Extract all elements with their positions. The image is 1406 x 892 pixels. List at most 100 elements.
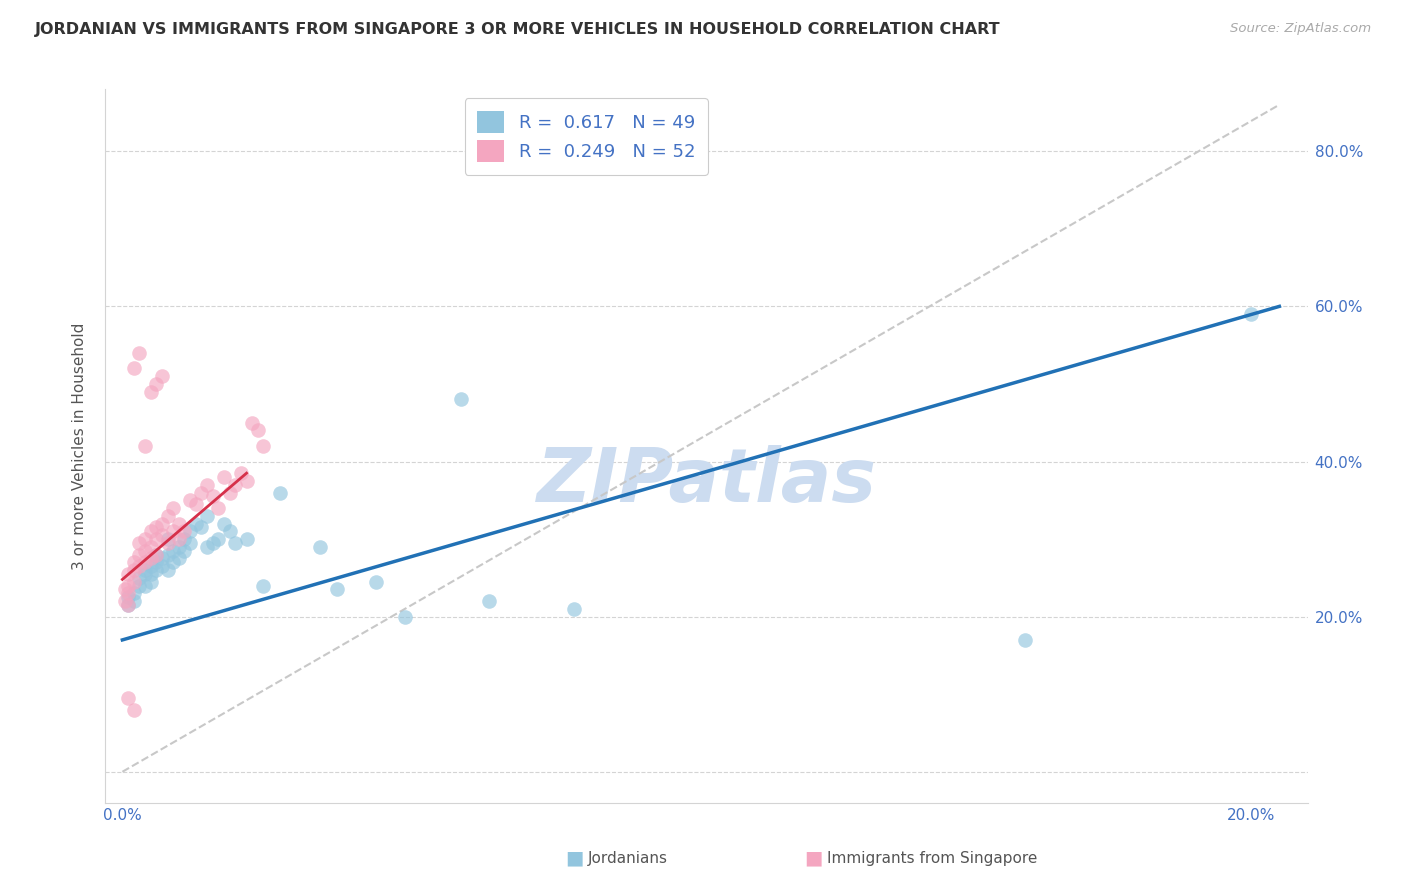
Point bbox=[207, 532, 229, 546]
Point bbox=[114, 582, 136, 597]
Point bbox=[252, 579, 274, 593]
Point bbox=[269, 485, 291, 500]
Point bbox=[128, 536, 150, 550]
Point bbox=[179, 493, 201, 508]
Point bbox=[134, 543, 156, 558]
Point bbox=[1014, 632, 1036, 647]
Point bbox=[145, 563, 167, 577]
Point bbox=[117, 586, 139, 600]
Point bbox=[212, 470, 235, 484]
Point bbox=[218, 524, 240, 539]
Point bbox=[201, 536, 224, 550]
Point bbox=[139, 559, 162, 574]
Text: ZIPatlas: ZIPatlas bbox=[537, 445, 876, 518]
Point bbox=[150, 528, 173, 542]
Point bbox=[150, 559, 173, 574]
Text: JORDANIAN VS IMMIGRANTS FROM SINGAPORE 3 OR MORE VEHICLES IN HOUSEHOLD CORRELATI: JORDANIAN VS IMMIGRANTS FROM SINGAPORE 3… bbox=[35, 22, 1001, 37]
Point bbox=[309, 540, 332, 554]
Text: Immigrants from Singapore: Immigrants from Singapore bbox=[827, 851, 1038, 865]
Point bbox=[128, 559, 150, 574]
Point bbox=[134, 566, 156, 581]
Point bbox=[122, 594, 145, 608]
Point bbox=[156, 563, 179, 577]
Point bbox=[450, 392, 472, 407]
Point bbox=[150, 551, 173, 566]
Point bbox=[122, 586, 145, 600]
Point bbox=[145, 555, 167, 569]
Point bbox=[190, 485, 212, 500]
Point bbox=[394, 609, 416, 624]
Point bbox=[122, 574, 145, 589]
Point bbox=[252, 439, 274, 453]
Point bbox=[139, 574, 162, 589]
Point bbox=[117, 579, 139, 593]
Point bbox=[195, 508, 218, 523]
Point bbox=[167, 532, 190, 546]
Point bbox=[229, 466, 252, 480]
Point bbox=[114, 594, 136, 608]
Point bbox=[156, 548, 179, 562]
Point bbox=[156, 508, 179, 523]
Point bbox=[167, 540, 190, 554]
Point bbox=[150, 369, 173, 384]
Point bbox=[156, 536, 179, 550]
Point bbox=[173, 524, 195, 539]
Point bbox=[162, 555, 184, 569]
Point bbox=[145, 376, 167, 391]
Point bbox=[150, 516, 173, 531]
Point bbox=[117, 591, 139, 605]
Point bbox=[139, 566, 162, 581]
Point bbox=[212, 516, 235, 531]
Legend: R =  0.617   N = 49, R =  0.249   N = 52: R = 0.617 N = 49, R = 0.249 N = 52 bbox=[464, 98, 709, 175]
Point bbox=[184, 516, 207, 531]
Point bbox=[145, 548, 167, 562]
Point bbox=[117, 598, 139, 612]
Point bbox=[224, 536, 246, 550]
Point bbox=[134, 532, 156, 546]
Text: ■: ■ bbox=[565, 848, 583, 868]
Point bbox=[207, 501, 229, 516]
Point bbox=[134, 563, 156, 577]
Y-axis label: 3 or more Vehicles in Household: 3 or more Vehicles in Household bbox=[72, 322, 87, 570]
Point bbox=[326, 582, 349, 597]
Point bbox=[195, 540, 218, 554]
Point bbox=[117, 566, 139, 581]
Point bbox=[122, 555, 145, 569]
Point bbox=[122, 361, 145, 376]
Point bbox=[139, 551, 162, 566]
Point bbox=[235, 532, 257, 546]
Text: ■: ■ bbox=[804, 848, 823, 868]
Point bbox=[562, 602, 585, 616]
Point bbox=[134, 579, 156, 593]
Point bbox=[139, 524, 162, 539]
Point bbox=[173, 532, 195, 546]
Point bbox=[1240, 307, 1263, 321]
Point bbox=[117, 691, 139, 706]
Point bbox=[162, 501, 184, 516]
Point bbox=[122, 703, 145, 717]
Point bbox=[122, 563, 145, 577]
Point bbox=[179, 524, 201, 539]
Point bbox=[184, 497, 207, 511]
Point bbox=[167, 516, 190, 531]
Point bbox=[134, 555, 156, 569]
Text: Jordanians: Jordanians bbox=[588, 851, 668, 865]
Point bbox=[224, 477, 246, 491]
Point bbox=[167, 551, 190, 566]
Text: Source: ZipAtlas.com: Source: ZipAtlas.com bbox=[1230, 22, 1371, 36]
Point bbox=[201, 490, 224, 504]
Point bbox=[179, 536, 201, 550]
Point bbox=[117, 598, 139, 612]
Point bbox=[139, 540, 162, 554]
Point bbox=[246, 424, 269, 438]
Point bbox=[145, 520, 167, 534]
Point bbox=[173, 543, 195, 558]
Point bbox=[366, 574, 388, 589]
Point bbox=[218, 485, 240, 500]
Point bbox=[240, 416, 263, 430]
Point bbox=[128, 548, 150, 562]
Point bbox=[128, 346, 150, 360]
Point bbox=[128, 571, 150, 585]
Point bbox=[156, 532, 179, 546]
Point bbox=[134, 439, 156, 453]
